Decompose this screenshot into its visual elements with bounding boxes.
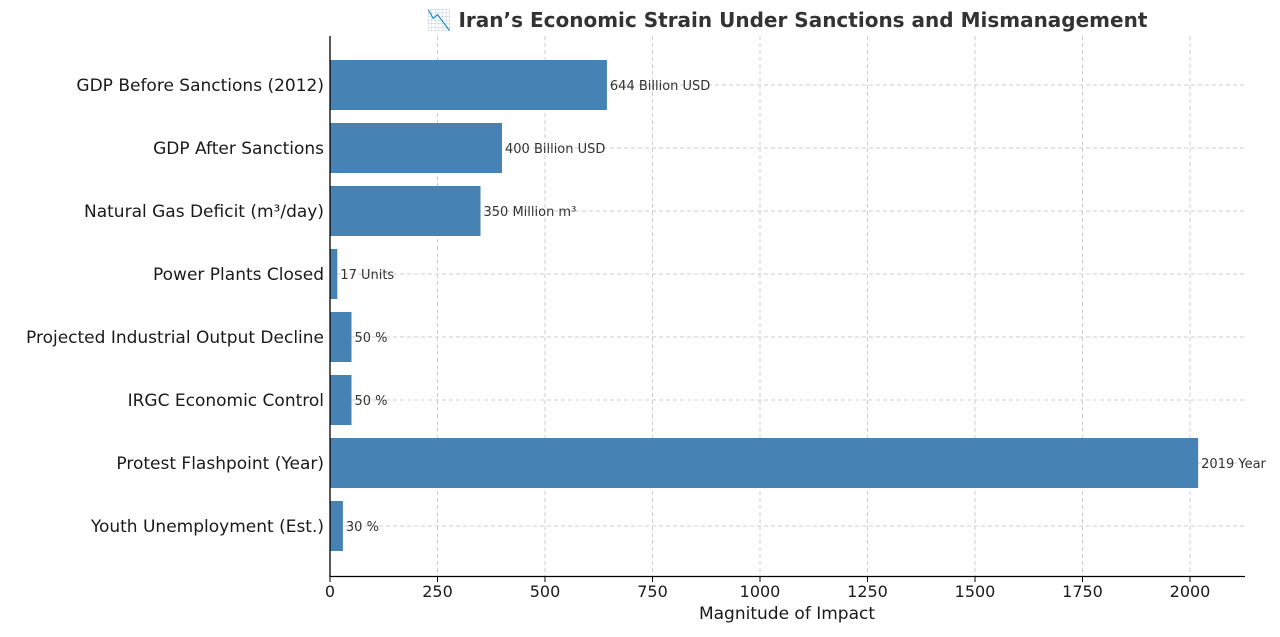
bar <box>330 312 352 362</box>
bar <box>330 438 1199 488</box>
x-tick-label: 250 <box>422 582 453 601</box>
bar <box>330 501 343 551</box>
category-label: GDP After Sanctions <box>153 139 324 159</box>
bar-value-label: 50 % <box>355 331 388 346</box>
category-label: Natural Gas Deficit (m³/day) <box>84 202 324 222</box>
bar <box>330 123 502 173</box>
chart-title: 📉 Iran’s Economic Strain Under Sanctions… <box>427 8 1148 32</box>
bar <box>330 375 352 425</box>
grid-lines <box>330 36 1245 577</box>
x-tick-label: 1000 <box>740 582 781 601</box>
bar <box>330 60 607 110</box>
bar <box>330 249 338 299</box>
category-label: Youth Unemployment (Est.) <box>90 517 324 537</box>
axes <box>329 36 1245 578</box>
x-tick-label: 500 <box>530 582 561 601</box>
bar-value-label: 350 Million m³ <box>484 205 577 220</box>
x-tick-label: 0 <box>325 582 335 601</box>
category-label: GDP Before Sanctions (2012) <box>76 76 324 96</box>
x-tick-label: 1500 <box>955 582 996 601</box>
bar <box>330 186 481 236</box>
category-label: IRGC Economic Control <box>128 391 324 411</box>
x-tick-label: 750 <box>637 582 668 601</box>
x-tick-label: 1750 <box>1062 582 1103 601</box>
x-axis-label: Magnitude of Impact <box>699 604 875 624</box>
x-tick-label: 2000 <box>1170 582 1211 601</box>
bars <box>330 60 1199 551</box>
x-tick-label: 1250 <box>847 582 888 601</box>
data-labels: 644 Billion USD 400 Billion USD 350 Millio… <box>340 79 1266 535</box>
bar-value-label: 2019 Year <box>1201 457 1266 472</box>
category-labels: GDP Before Sanctions (2012) GDP After San… <box>26 76 324 537</box>
bar-value-label: 17 Units <box>340 268 394 283</box>
bar-value-label: 400 Billion USD <box>505 142 605 157</box>
bar-value-label: 644 Billion USD <box>610 79 710 94</box>
bar-value-label: 30 % <box>346 520 379 535</box>
category-label: Projected Industrial Output Decline <box>26 328 324 348</box>
x-axis-ticks: 0 250 500 750 1000 1250 1500 1750 2000 <box>325 577 1210 601</box>
bar-value-label: 50 % <box>355 394 388 409</box>
category-label: Power Plants Closed <box>153 265 324 285</box>
category-label: Protest Flashpoint (Year) <box>116 454 324 474</box>
